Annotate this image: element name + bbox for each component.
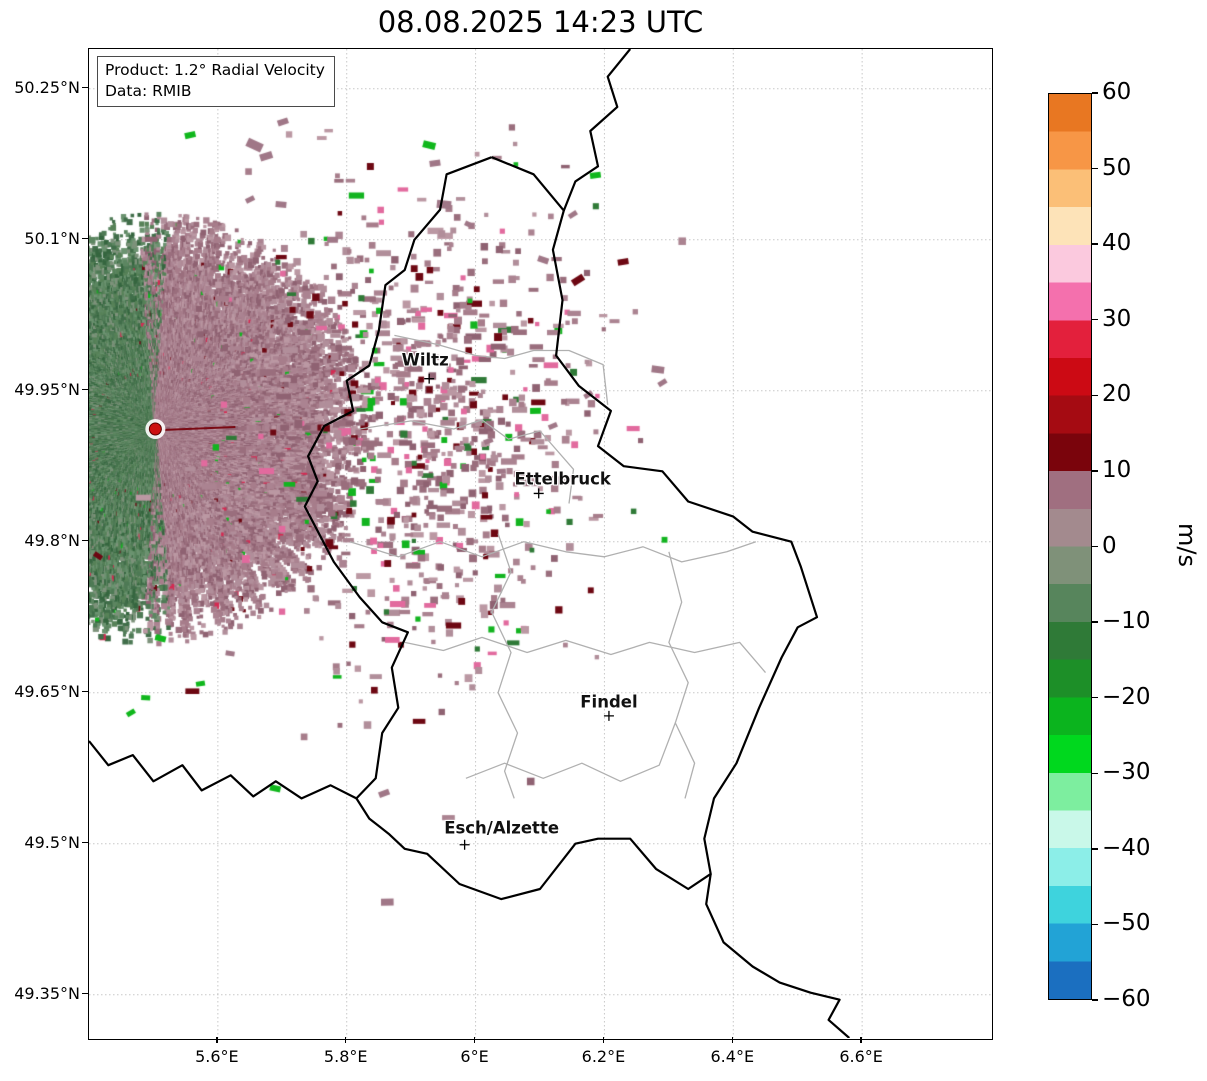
colorbar-tick-label: 0 <box>1102 532 1117 559</box>
colorbar-tick-label: −20 <box>1102 683 1151 710</box>
regional-border <box>491 533 519 799</box>
regional-border <box>465 722 676 782</box>
colorbar-tick-label: −40 <box>1102 834 1151 861</box>
regional-border <box>394 334 609 405</box>
colorbar-tickmark <box>1092 772 1098 774</box>
y-tickmark <box>82 540 88 542</box>
y-tick-label: 49.65°N <box>14 681 80 701</box>
colorbar-tick-label: 20 <box>1102 381 1132 408</box>
country-border <box>705 873 851 1038</box>
country-border <box>562 49 632 212</box>
x-tickmark <box>731 1037 733 1043</box>
y-tickmark <box>82 238 88 240</box>
regional-border <box>359 419 575 504</box>
country-border <box>89 740 357 800</box>
colorbar-tick-label: 10 <box>1102 456 1132 483</box>
x-tick-label: 6.6°E <box>839 1047 883 1066</box>
regional-border <box>349 541 757 563</box>
product-info-box: Product: 1.2° Radial Velocity Data: RMIB <box>97 56 335 107</box>
city-label: Ettelbruck <box>514 469 611 489</box>
city-label: Esch/Alzette <box>444 818 560 838</box>
colorbar-tickmark <box>1092 545 1098 548</box>
colorbar-tickmark <box>1092 999 1098 1001</box>
country-border <box>303 156 819 901</box>
colorbar-tickmark <box>1092 394 1098 397</box>
colorbar-tick-label: −30 <box>1102 759 1151 786</box>
radar-site-dot <box>148 422 162 436</box>
colorbar-tickmark <box>1092 167 1098 170</box>
radar-beam-streak <box>162 425 236 431</box>
x-tick-label: 5.8°E <box>323 1047 368 1066</box>
regional-border <box>404 636 766 674</box>
colorbar-tickmark <box>1092 319 1098 321</box>
colorbar-tickmark <box>1092 243 1098 245</box>
regional-border <box>668 551 696 799</box>
data-source-line: Data: RMIB <box>105 82 192 100</box>
x-tickmark <box>860 1037 862 1043</box>
y-tickmark <box>82 993 88 995</box>
y-tick-label: 49.5°N <box>24 832 80 852</box>
city-label: Findel <box>580 692 638 712</box>
city-label: Wiltz <box>401 350 449 370</box>
y-tick-label: 50.1°N <box>24 228 80 248</box>
map-plot: Wiltz Ettelbruck Findel Esch/Alzette Produc… <box>88 48 993 1040</box>
colorbar-tickmark <box>1092 470 1098 472</box>
colorbar-tick-label: −60 <box>1102 986 1151 1012</box>
product-line: Product: 1.2° Radial Velocity <box>105 61 325 79</box>
colorbar-tick-label: 30 <box>1102 305 1132 332</box>
colorbar-tick-label: −50 <box>1102 910 1151 937</box>
colorbar-tickmark <box>1092 848 1098 850</box>
colorbar-tickmark <box>1092 923 1098 926</box>
y-tickmark <box>82 87 88 89</box>
x-tickmark <box>345 1037 347 1043</box>
map-borders-layer <box>89 49 851 1038</box>
colorbar-tick-label: 60 <box>1102 79 1132 105</box>
colorbar-unit-label: m/s <box>1173 523 1201 567</box>
colorbar-tickmark <box>1092 696 1098 699</box>
city-marker-cross <box>533 488 544 499</box>
colorbar-tick-label: 50 <box>1102 154 1132 181</box>
city-marker-cross <box>459 839 470 850</box>
y-tick-label: 50.25°N <box>14 77 80 97</box>
x-tickmark <box>216 1037 218 1043</box>
figure-title: 08.08.2025 14:23 UTC <box>377 5 704 39</box>
x-tickmark <box>602 1037 605 1043</box>
y-tick-label: 49.95°N <box>14 379 80 399</box>
y-tickmark <box>82 842 88 844</box>
y-tickmark <box>82 389 88 391</box>
colorbar-tickmark <box>1092 621 1098 623</box>
city-marker-cross <box>424 373 435 384</box>
y-tick-label: 49.35°N <box>14 983 80 1003</box>
colorbar-tickmark <box>1092 92 1098 94</box>
y-tickmark <box>82 691 88 693</box>
x-tick-label: 6.2°E <box>581 1047 626 1066</box>
colorbar-tick-label: −10 <box>1102 608 1151 635</box>
city-marker-cross <box>603 710 614 721</box>
x-tick-label: 5.6°E <box>195 1047 239 1066</box>
colorbar-tick-label: 40 <box>1102 230 1132 257</box>
x-tick-label: 6.4°E <box>710 1047 755 1066</box>
y-tick-label: 49.8°N <box>24 530 80 550</box>
radar-echo-canvas <box>89 49 991 1038</box>
x-tickmark <box>473 1037 476 1043</box>
colorbar <box>1048 93 1092 1000</box>
x-tick-label: 6°E <box>460 1047 489 1066</box>
